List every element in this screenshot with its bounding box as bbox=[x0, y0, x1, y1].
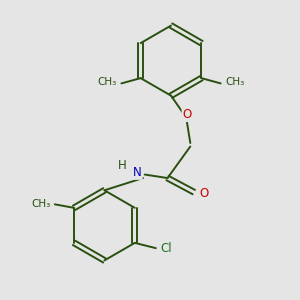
Text: CH₃: CH₃ bbox=[31, 199, 50, 208]
Text: H: H bbox=[118, 159, 126, 172]
Text: O: O bbox=[182, 108, 191, 122]
Text: Cl: Cl bbox=[160, 242, 172, 255]
Text: O: O bbox=[199, 187, 208, 200]
Text: CH₃: CH₃ bbox=[98, 77, 117, 87]
Text: CH₃: CH₃ bbox=[225, 77, 244, 87]
Text: N: N bbox=[134, 166, 142, 179]
